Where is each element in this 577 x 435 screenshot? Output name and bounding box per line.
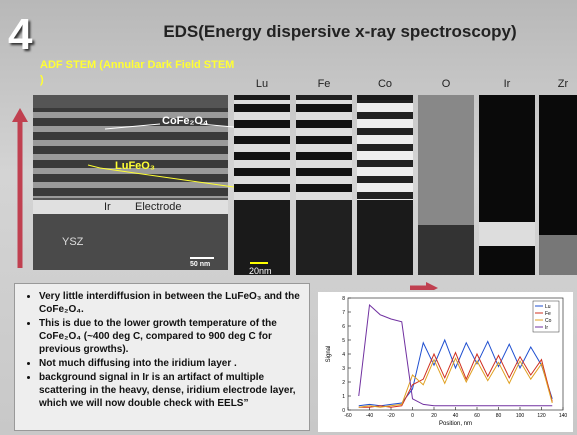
ir-layer bbox=[33, 200, 228, 214]
x-axis-label: Position, nm bbox=[439, 421, 472, 427]
map-label: O bbox=[426, 78, 466, 90]
y-tick-label: 3 bbox=[342, 366, 345, 372]
map-label: Fe bbox=[304, 78, 344, 90]
y-tick-label: 5 bbox=[342, 338, 345, 344]
images bbox=[0, 0, 577, 290]
map-layers bbox=[234, 100, 290, 200]
x-tick-label: -20 bbox=[387, 413, 394, 419]
y-axis-label: Signal bbox=[326, 346, 332, 363]
arrow-head bbox=[12, 108, 28, 122]
map-label: Co bbox=[365, 78, 405, 90]
y-tick-label: 1 bbox=[342, 394, 345, 400]
y-tick-label: 4 bbox=[342, 352, 345, 358]
y-tick-label: 7 bbox=[342, 310, 345, 316]
x-tick-label: 0 bbox=[411, 413, 414, 419]
bullet-box: Very little interdiffusion in between th… bbox=[14, 283, 310, 431]
slide: 4 EDS(Energy dispersive x-ray spectrosco… bbox=[0, 0, 577, 435]
label: 20nm bbox=[249, 266, 272, 276]
x-tick-label: 120 bbox=[537, 413, 546, 419]
x-tick-label: 20 bbox=[431, 413, 437, 419]
bullet: Very little interdiffusion in between th… bbox=[39, 290, 303, 316]
map-layer bbox=[418, 225, 474, 275]
map-layer bbox=[539, 235, 577, 275]
legend-label: Fe bbox=[545, 311, 551, 317]
label: YSZ bbox=[62, 236, 83, 248]
map-layers bbox=[357, 100, 413, 200]
x-tick-label: 80 bbox=[496, 413, 502, 419]
label: Ir bbox=[104, 201, 111, 213]
label: CoFe₂O₄ bbox=[162, 115, 208, 127]
label: Electrode bbox=[135, 201, 181, 213]
y-tick-label: 2 bbox=[342, 380, 345, 386]
x-tick-label: -40 bbox=[366, 413, 373, 419]
x-tick-label: -60 bbox=[344, 413, 351, 419]
legend-label: Lu bbox=[545, 304, 551, 310]
map-label: Zr bbox=[543, 78, 577, 90]
y-tick-label: 0 bbox=[342, 408, 345, 414]
x-tick-label: 40 bbox=[453, 413, 459, 419]
series-line bbox=[359, 305, 553, 406]
y-tick-label: 6 bbox=[342, 324, 345, 330]
map-label: Ir bbox=[487, 78, 527, 90]
x-tick-label: 100 bbox=[516, 413, 525, 419]
label: LuFeO₃ bbox=[115, 160, 155, 172]
x-tick-label: 60 bbox=[474, 413, 480, 419]
series-line bbox=[359, 358, 553, 407]
chart: -60 -40 -20 0 20 40 60 80 100 120 140 0 1 2 3 4 5 6 7 8 Posi… bbox=[318, 292, 573, 432]
legend-label: Ir bbox=[545, 325, 548, 331]
map bbox=[479, 95, 535, 275]
map-layer bbox=[479, 222, 535, 246]
bullet: background signal in Ir is an artifact o… bbox=[39, 371, 303, 410]
label: 50 nm bbox=[190, 261, 210, 268]
arrow-head bbox=[426, 282, 438, 290]
y-tick-label: 8 bbox=[342, 296, 345, 302]
bullet: Not much diffusing into the iridium laye… bbox=[39, 357, 303, 370]
series-line bbox=[359, 340, 553, 406]
bullet: This is due to the lower growth temperat… bbox=[39, 317, 303, 356]
x-tick-label: 140 bbox=[559, 413, 568, 419]
map-label: Lu bbox=[242, 78, 282, 90]
map-layers bbox=[296, 100, 352, 200]
legend-label: Co bbox=[545, 318, 552, 324]
